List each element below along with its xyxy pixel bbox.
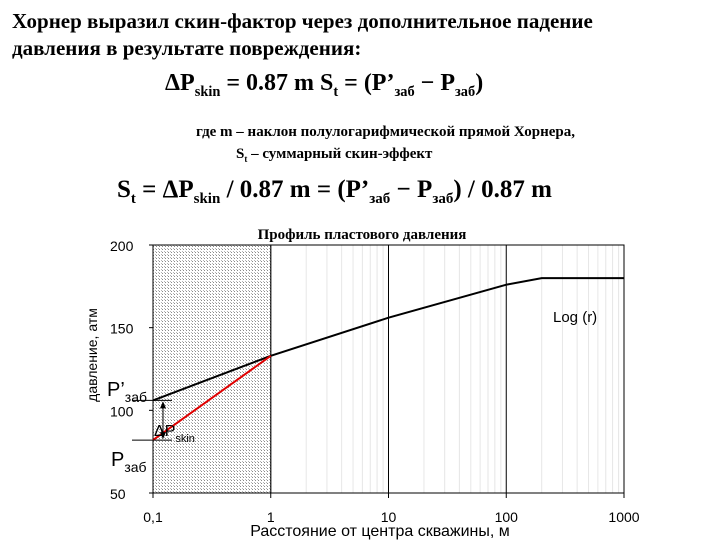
f1-lhs-sub: skin <box>194 83 221 100</box>
f2-c: / 0.87 m = (P’ <box>220 176 370 203</box>
f1-rhs2-sub: заб <box>455 83 476 100</box>
where-st: S <box>236 146 245 162</box>
chart-title: Профиль пластового давления <box>258 227 467 243</box>
formula-dp-skin: ΔPskin = 0.87 m St = (P’заб − Pзаб) <box>165 70 483 101</box>
p-label: Pзаб <box>111 449 147 475</box>
f2-b: = ΔP <box>135 176 194 203</box>
y-tick-label: 200 <box>110 238 134 254</box>
f1-mid: = 0.87 m S <box>220 70 334 96</box>
f2-b-sub: skin <box>193 191 221 207</box>
where-line-1: где m – наклон полулогарифмической прямо… <box>196 124 575 140</box>
y-tick-label: 100 <box>110 403 134 419</box>
x-tick-label: 10 <box>381 509 397 525</box>
intro-line-2: давления в результате повреждения: <box>12 36 362 60</box>
dp-skin-label: ΔPskin <box>154 423 195 445</box>
f1-close: ) <box>475 70 484 96</box>
x-tick-label: 0,1 <box>143 509 163 525</box>
where-note: где m – наклон полулогарифмической прямо… <box>196 121 575 170</box>
x-tick-label: 1 <box>267 509 275 525</box>
f2-a-sub: t <box>130 191 136 207</box>
p-prime-label: P’заб <box>107 379 147 405</box>
f1-rhs1: = (P’ <box>338 70 395 96</box>
where-st-desc: – суммарный скин-эффект <box>247 146 433 162</box>
formula-st: St = ΔPskin / 0.87 m = (P’заб − Pзаб) / … <box>117 176 552 208</box>
f2-a: S <box>117 176 131 203</box>
f2-d-sub: заб <box>432 191 454 207</box>
f2-d: − P <box>390 176 433 203</box>
skin-zone-pressure-line <box>152 354 272 441</box>
intro-line-1: Хорнер выразил скин-фактор через дополни… <box>12 9 593 33</box>
f1-lhs: ΔP <box>165 70 195 96</box>
x-tick-label: 1000 <box>608 509 639 525</box>
f1-rhs1-sub: заб <box>394 83 415 100</box>
log-r-label: Log (r) <box>553 309 597 326</box>
pressure-profile-line <box>152 277 624 402</box>
f1-mid-sub: t <box>333 83 339 100</box>
dp-arrow-head-down <box>160 432 166 440</box>
intro-text: Хорнер выразил скин-фактор через дополни… <box>12 8 593 62</box>
where-line-2: St – суммарный скин-эффект <box>196 143 575 170</box>
f2-c-sub: заб <box>369 191 391 207</box>
where-st-sub: t <box>244 154 248 164</box>
dp-arrow-head-up <box>160 401 166 409</box>
y-tick-label: 150 <box>110 321 134 337</box>
x-tick-label: 100 <box>495 509 519 525</box>
x-axis-label: Расстояние от центра скважины, м <box>250 523 510 540</box>
y-axis-label: давление, атм <box>84 308 100 402</box>
f2-e: ) / 0.87 m <box>453 176 552 203</box>
f1-rhs2: − P <box>414 70 455 96</box>
y-tick-label: 50 <box>110 486 126 502</box>
